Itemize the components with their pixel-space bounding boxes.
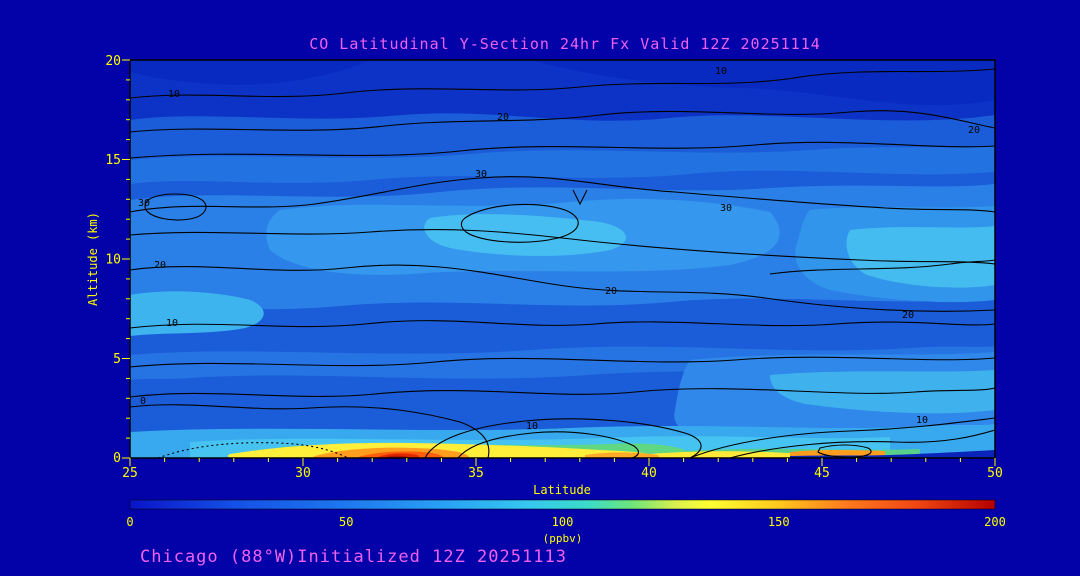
contour-line bbox=[130, 176, 995, 213]
contour-label: 20 bbox=[497, 112, 509, 123]
contour-label: 20 bbox=[605, 286, 617, 297]
contour-line bbox=[689, 417, 995, 458]
contour-label: 10 bbox=[166, 318, 178, 329]
contour-line bbox=[130, 141, 995, 159]
init-footer-text: Chicago (88°W)Initialized 12Z 20251113 bbox=[140, 547, 567, 567]
x-tick-label: 50 bbox=[987, 466, 1003, 481]
y-tick-label: 5 bbox=[113, 352, 121, 367]
field-right-cyan bbox=[846, 226, 995, 288]
contour-line bbox=[424, 418, 702, 458]
field-mid-cyan bbox=[424, 214, 627, 256]
contour-labels: 10 20 10 20 30 30 30 20 20 20 10 0 10 10 bbox=[138, 66, 980, 432]
contour-line bbox=[130, 356, 995, 368]
contour-line bbox=[729, 429, 995, 458]
contour-fill-field: 10 20 10 20 30 30 30 20 20 20 10 0 10 10 bbox=[130, 60, 995, 458]
y-tick-label: 10 bbox=[105, 253, 121, 268]
contour-label: 10 bbox=[916, 415, 928, 426]
y-tick-label: 0 bbox=[113, 451, 121, 466]
x-axis: 25 30 35 40 45 50 Latitude bbox=[122, 466, 1003, 497]
contour-line bbox=[457, 431, 640, 458]
contour-label: 0 bbox=[140, 396, 146, 407]
contour-closed-loop bbox=[817, 444, 872, 458]
contour-label: 30 bbox=[475, 169, 487, 180]
contour-label: 20 bbox=[154, 260, 166, 271]
contour-label: 10 bbox=[715, 66, 727, 77]
y-axis: 20 15 10 5 0 Altitude (km) bbox=[86, 54, 121, 466]
contour-line bbox=[130, 110, 995, 133]
contour-label: 20 bbox=[968, 125, 980, 136]
contour-line bbox=[130, 229, 995, 265]
colorbar-tick-label: 0 bbox=[126, 515, 133, 529]
contour-line bbox=[769, 259, 995, 275]
colorbar-tick-label: 200 bbox=[984, 515, 1006, 529]
x-tick-label: 40 bbox=[641, 466, 657, 481]
contour-line bbox=[130, 68, 995, 99]
colorbar-tick-label: 50 bbox=[339, 515, 353, 529]
colorbar-tick-label: 100 bbox=[552, 515, 574, 529]
contour-label: 30 bbox=[138, 198, 150, 209]
x-tick-label: 35 bbox=[468, 466, 484, 481]
field-streak-upper bbox=[130, 146, 995, 184]
x-axis-title: Latitude bbox=[533, 483, 591, 497]
contour-line-dotted bbox=[157, 442, 349, 458]
contour-line bbox=[130, 387, 995, 398]
field-yellow-right bbox=[650, 451, 790, 458]
field-lowerright-cyan bbox=[770, 370, 995, 414]
colorbar-unit-label: (ppbv) bbox=[543, 532, 583, 545]
contour-closed-loop bbox=[144, 193, 207, 221]
contour-line bbox=[130, 320, 995, 329]
contour-line bbox=[130, 264, 995, 312]
colorbar-gradient bbox=[129, 499, 996, 510]
contour-label: 30 bbox=[720, 203, 732, 214]
contour-small-v bbox=[572, 189, 588, 206]
contour-lines bbox=[130, 68, 995, 458]
axis-tick-marks bbox=[122, 59, 996, 466]
contour-label: 10 bbox=[168, 89, 180, 100]
contour-label: 20 bbox=[902, 310, 914, 321]
x-tick-label: 25 bbox=[122, 466, 138, 481]
y-tick-label: 15 bbox=[105, 153, 121, 168]
field-navy-bottomright bbox=[790, 450, 995, 458]
page-title: CO Latitudinal Y-Section 24hr Fx Valid 1… bbox=[309, 35, 821, 53]
colorbar-tick-label: 150 bbox=[768, 515, 790, 529]
y-axis-title: Altitude (km) bbox=[86, 212, 100, 306]
contour-closed-loop bbox=[460, 203, 579, 243]
colorbar: 0 50 100 150 200 (ppbv) bbox=[126, 499, 1006, 545]
contour-label: 10 bbox=[526, 421, 538, 432]
field-orange-mid bbox=[585, 452, 660, 458]
field-orange-right bbox=[790, 450, 885, 457]
x-tick-label: 30 bbox=[295, 466, 311, 481]
y-tick-label: 20 bbox=[105, 54, 121, 69]
field-dark-topleft bbox=[130, 60, 370, 85]
x-tick-label: 45 bbox=[814, 466, 830, 481]
